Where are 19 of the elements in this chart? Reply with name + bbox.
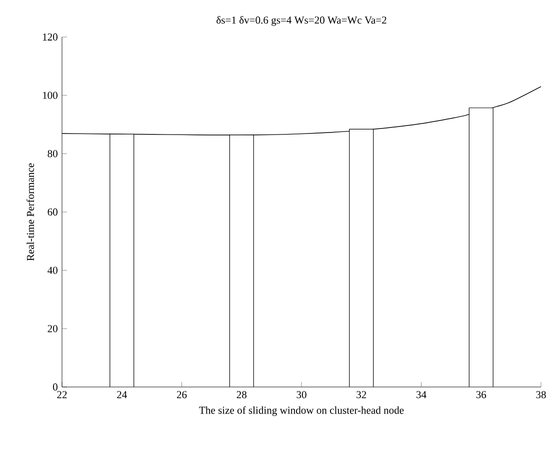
y-tick-label: 40	[48, 266, 58, 274]
y-tick-label: 100	[42, 92, 58, 99]
x-tick-label: 32	[356, 391, 366, 398]
y-tick-label: 80	[48, 150, 58, 158]
x-tick-label: 34	[416, 391, 426, 398]
y-tick-label: 20	[48, 325, 58, 332]
x-axis-title: The size of sliding window on cluster-head node	[199, 406, 404, 416]
x-tick-label: 28	[236, 391, 246, 398]
x-tick-label: 24	[117, 391, 127, 398]
y-tick-label: 60	[48, 208, 58, 216]
x-tick-label: 26	[176, 391, 187, 398]
x-tick-label: 22	[57, 391, 67, 398]
x-tick-label: 38	[536, 391, 546, 398]
y-tick-label: 0	[53, 383, 58, 391]
y-tick-label: 120	[42, 33, 58, 41]
x-tick-label: 30	[296, 391, 306, 398]
y-axis-title: Real-time Performance	[26, 163, 34, 261]
chart-title: δs=1 δv=0.6 gs=4 Ws=20 Wa=Wc Va=2	[216, 16, 386, 26]
x-tick-label: 36	[476, 391, 486, 398]
